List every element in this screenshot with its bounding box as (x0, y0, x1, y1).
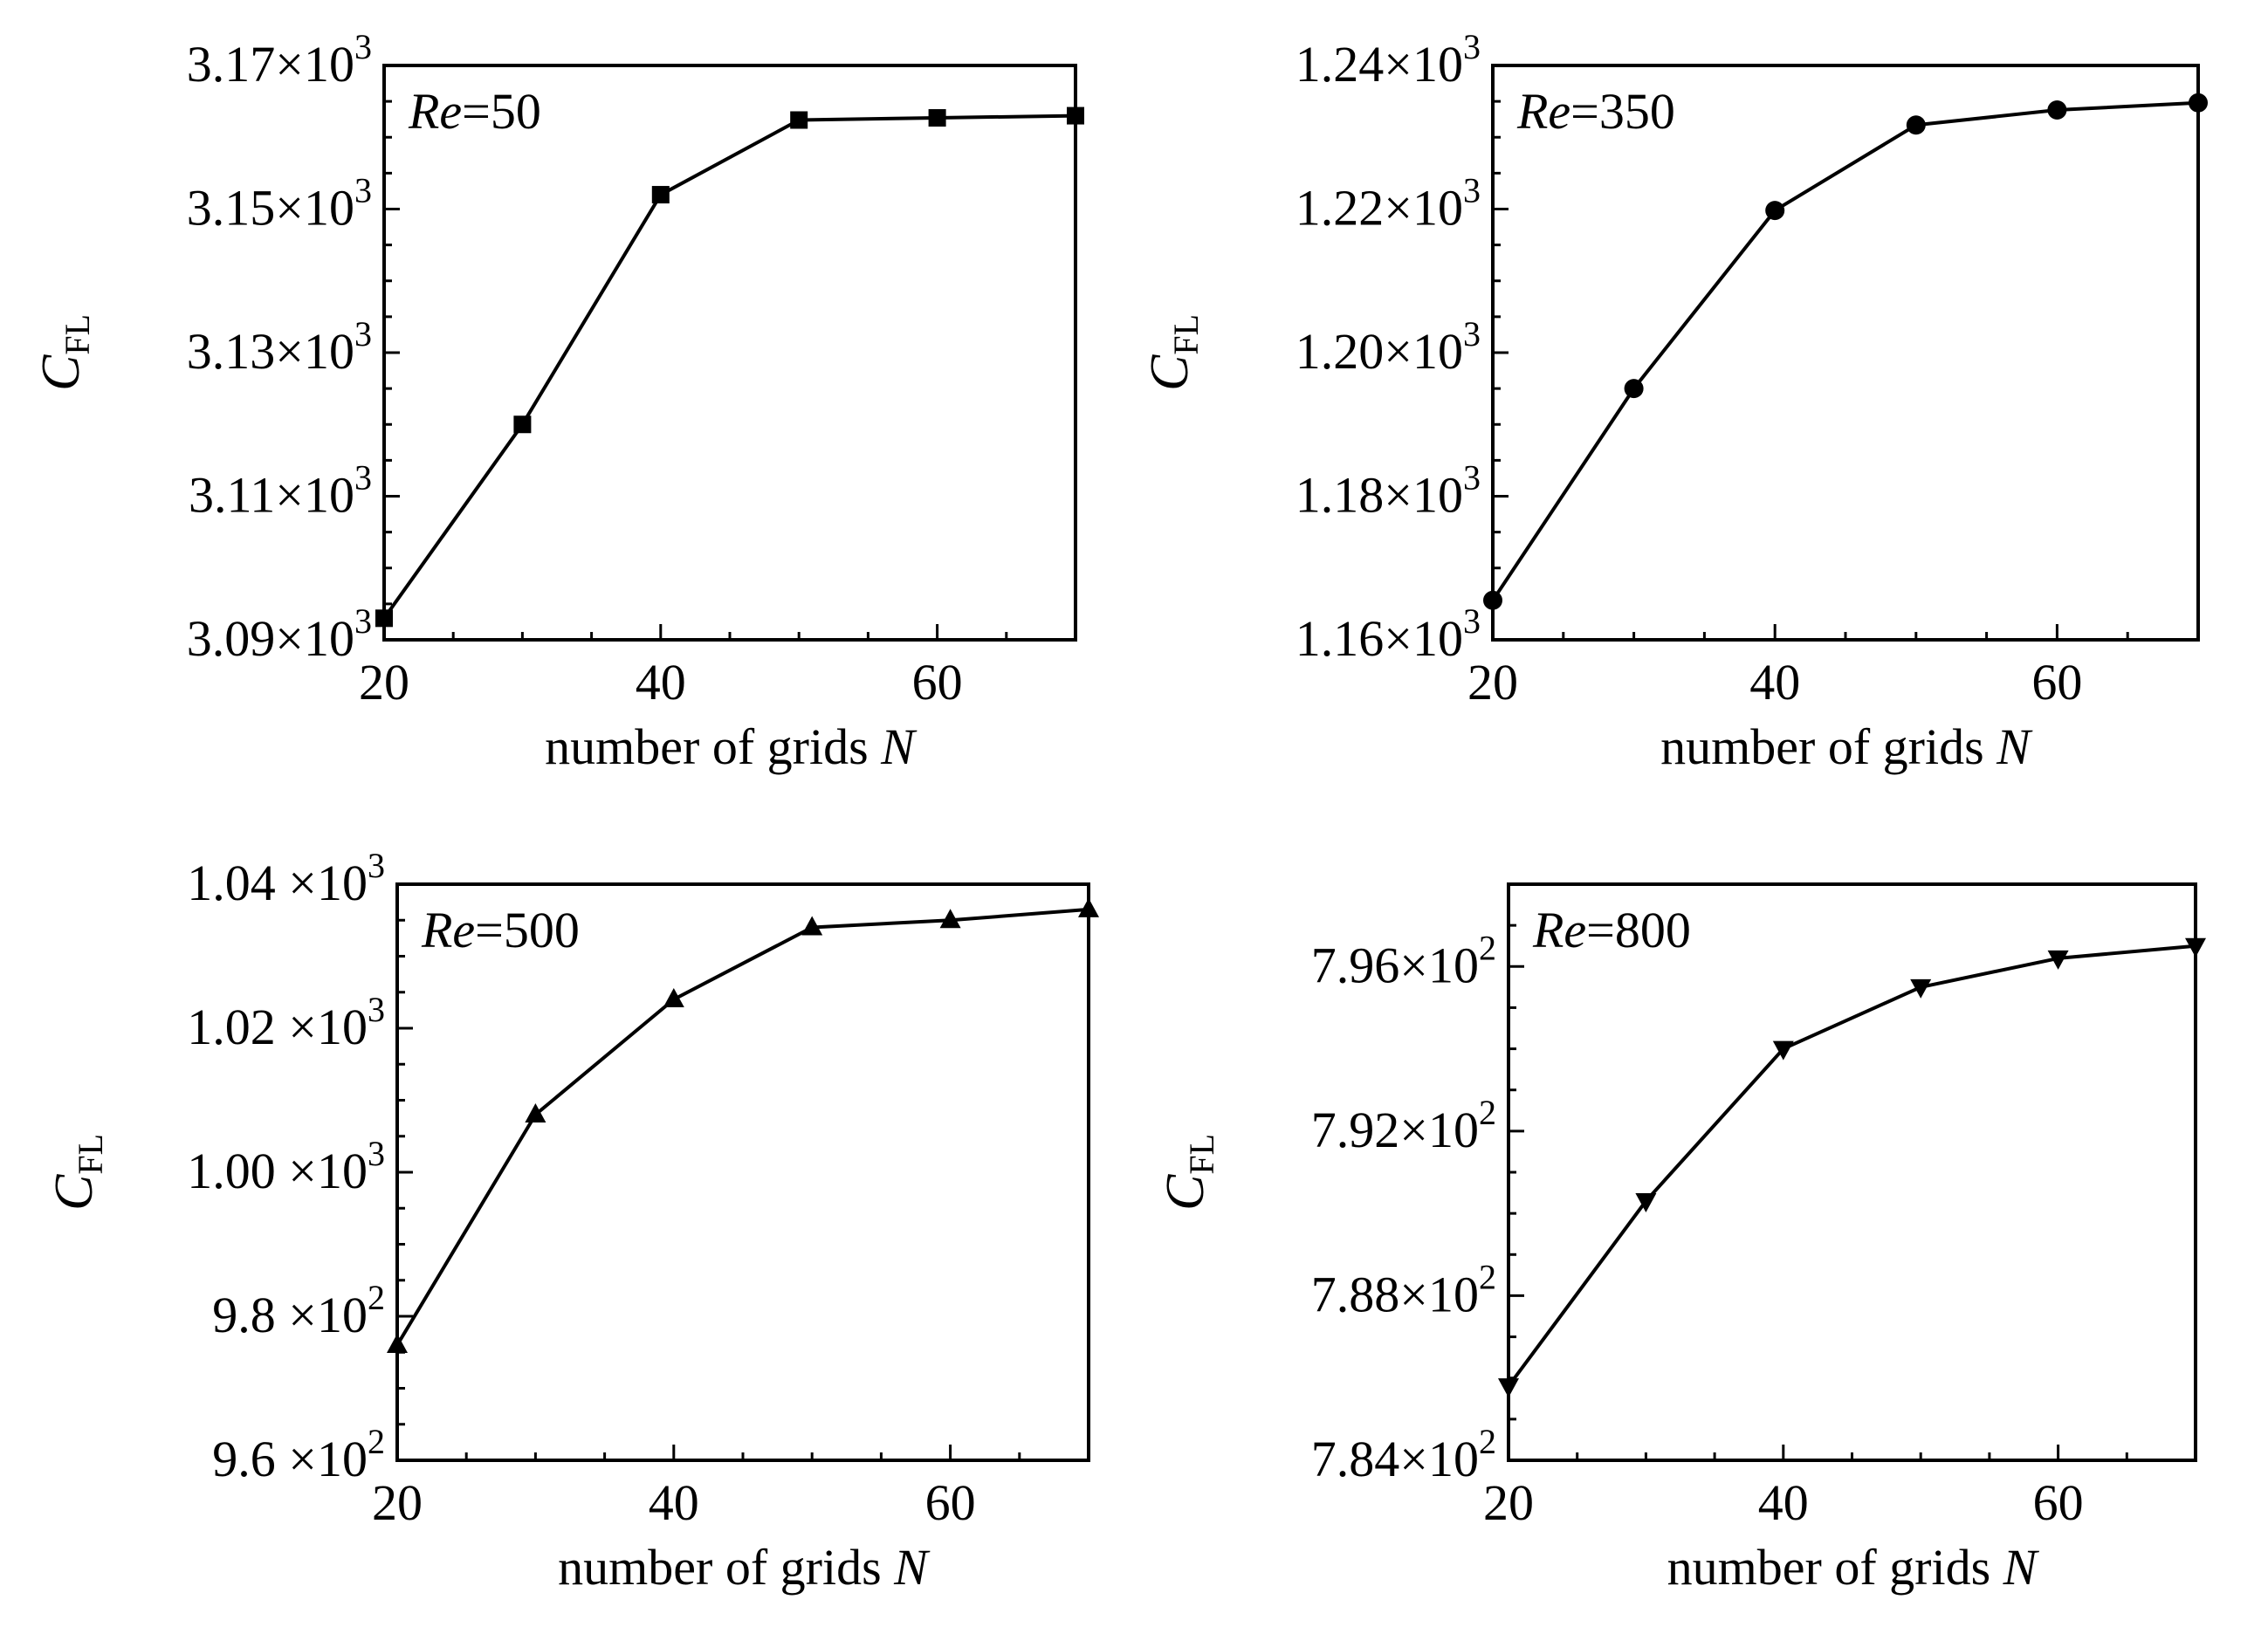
y-axis-label: CFL (45, 1134, 110, 1211)
reynolds-annotation: Re=500 (421, 902, 580, 958)
series-line (1491, 100, 2199, 601)
chart-panel-1: 20 40 60 3.09×103 3.11×103 3.13×103 3.15×103 3.… (31, 27, 1084, 775)
reynolds-annotation: Re=800 (1532, 902, 1691, 958)
y-tick-label: 7.88×102 (1311, 1257, 1496, 1322)
y-tick-label: 1.22×103 (1296, 171, 1481, 237)
y-tick-label: 7.92×102 (1311, 1093, 1496, 1158)
y-tick-label: 1.02 ×103 (187, 990, 385, 1055)
x-tick-label: 20 (372, 1474, 423, 1531)
data-point (801, 916, 823, 936)
x-tick-label: 60 (912, 654, 963, 711)
y-axis-label: CFL (1140, 314, 1206, 391)
data-point (525, 1103, 546, 1122)
series-line (1507, 944, 2196, 1388)
y-tick-label: 1.24×103 (1296, 27, 1481, 93)
data-point (1078, 897, 1099, 917)
data-point (939, 909, 961, 929)
reynolds-annotation: Re=350 (1516, 83, 1675, 140)
chart-panel-3: 20 40 60 9.6 ×102 9.8 ×102 1.00 ×103 1.02 ×103… (45, 846, 1099, 1596)
data-point (2189, 93, 2208, 113)
data-point (1483, 590, 1502, 610)
data-point (651, 186, 670, 204)
y-tick-label: 3.17×103 (187, 27, 372, 93)
y-tick-label: 1.16×103 (1296, 601, 1481, 667)
y-tick-label: 7.84×102 (1311, 1422, 1496, 1487)
reynolds-annotation: Re=50 (408, 83, 541, 140)
data-point (928, 109, 946, 127)
data-point (513, 415, 532, 434)
y-tick-label: 1.20×103 (1296, 314, 1481, 380)
data-point (2185, 937, 2206, 958)
y-tick-label: 9.6 ×102 (212, 1422, 385, 1487)
data-point (663, 988, 684, 1007)
data-point (1067, 106, 1084, 125)
x-tick-label: 40 (636, 654, 686, 711)
y-tick-label: 1.04 ×103 (187, 846, 385, 911)
y-tick-label: 3.11×103 (189, 458, 372, 524)
x-tick-label: 20 (1483, 1474, 1534, 1531)
y-tick-label: 1.18×103 (1296, 458, 1481, 524)
x-tick-label: 40 (649, 1474, 699, 1531)
chart-panel-4: 20 40 60 7.84×102 7.88×102 7.92×102 7.96×102 nu… (1156, 882, 2206, 1596)
y-tick-label: 1.00 ×103 (187, 1134, 385, 1199)
y-axis-label: CFL (1156, 1134, 1221, 1211)
y-tick-label: 7.96×102 (1311, 928, 1496, 993)
plot-frame (1507, 882, 2197, 1462)
data-point (375, 609, 393, 628)
data-point (387, 1334, 408, 1353)
x-axis-label: number of grids N (558, 1539, 931, 1596)
x-tick-label: 60 (2033, 1474, 2084, 1531)
x-axis-label: number of grids N (545, 718, 918, 775)
series-line (395, 907, 1089, 1347)
data-point (1765, 201, 1785, 221)
x-tick-label: 40 (1758, 1474, 1809, 1531)
plot-frame (382, 64, 1077, 642)
data-point (1906, 115, 1926, 135)
data-point (790, 111, 808, 129)
x-tick-label: 20 (359, 654, 409, 711)
x-tick-label: 60 (2031, 654, 2082, 711)
data-point (1772, 1040, 1794, 1061)
series-line (382, 113, 1076, 620)
data-point (2047, 100, 2067, 120)
data-point (2047, 950, 2069, 970)
x-tick-label: 60 (925, 1474, 976, 1531)
plot-frame (1491, 64, 2200, 642)
y-tick-label: 3.09×103 (187, 601, 372, 667)
data-point (1635, 1193, 1657, 1212)
x-tick-label: 40 (1749, 654, 1800, 711)
y-tick-label: 3.13×103 (187, 314, 372, 380)
chart-panel-2: 20 40 60 1.16×103 1.18×103 1.20×103 1.22×103 1.… (1140, 27, 2208, 775)
data-point (1624, 379, 1644, 399)
x-axis-label: number of grids N (1667, 1539, 2040, 1596)
data-point (1498, 1378, 1519, 1398)
data-point (1910, 978, 1932, 999)
x-axis-label: number of grids N (1660, 718, 2033, 775)
y-tick-label: 3.15×103 (187, 171, 372, 237)
y-axis-label: CFL (31, 314, 97, 391)
y-tick-label: 9.8 ×102 (212, 1278, 385, 1343)
x-tick-label: 20 (1467, 654, 1518, 711)
